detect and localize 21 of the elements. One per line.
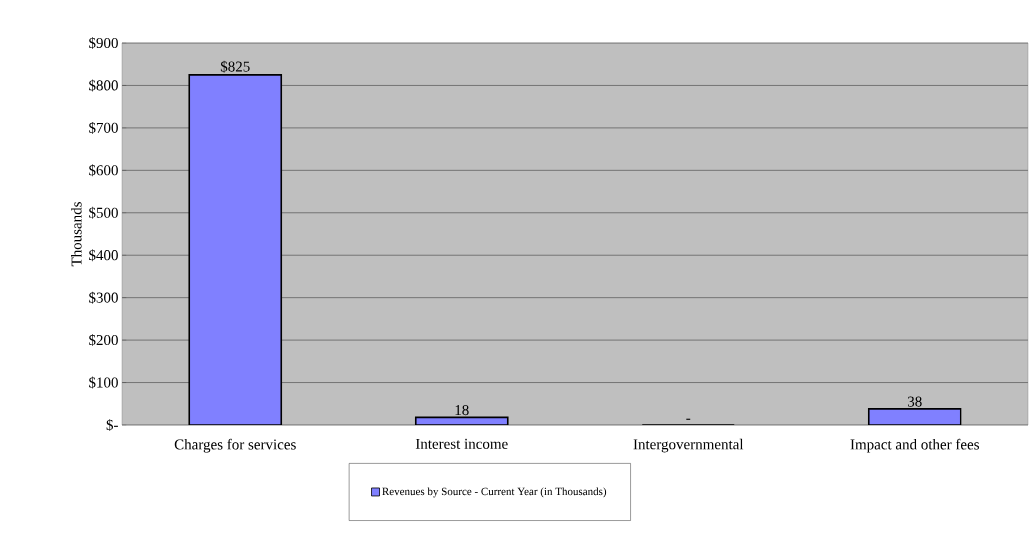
y-tick-label: $100 [89, 376, 118, 389]
y-tick-label: $800 [89, 79, 118, 92]
x-tick-label: Impact and other fees [850, 438, 979, 453]
x-tick-label: Intergovernmental [633, 438, 744, 453]
data-label: 18 [455, 405, 469, 416]
y-tick-label: $- [106, 419, 118, 431]
x-tick-label: Interest income [415, 438, 508, 449]
x-tick-label: Charges for services [174, 438, 296, 453]
y-tick-label: $500 [89, 206, 118, 219]
legend-label: Revenues by Source - Current Year (in Thousands) [382, 487, 607, 498]
y-tick-label: $300 [89, 291, 118, 304]
data-label: - [686, 418, 691, 420]
y-axis-title: Thousands [71, 202, 82, 267]
y-tick-label: $200 [89, 334, 118, 347]
y-tick-label: $400 [89, 249, 118, 262]
data-label: 38 [907, 396, 922, 407]
data-label: $825 [220, 60, 250, 73]
y-tick-label: $900 [89, 37, 118, 50]
y-tick-label: $600 [89, 164, 118, 177]
bar [188, 74, 283, 425]
y-tick-label: $700 [89, 121, 118, 134]
